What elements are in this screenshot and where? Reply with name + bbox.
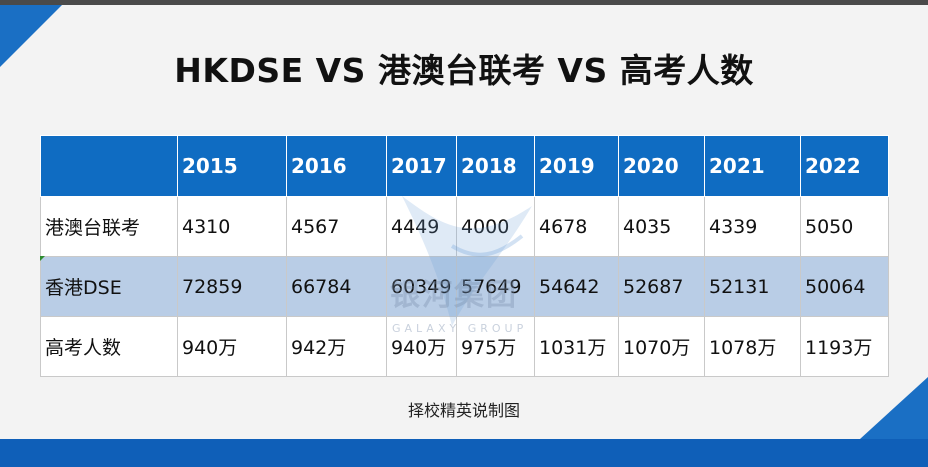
table-cell: 50064	[800, 256, 889, 317]
stats-table: 2015 2016 2017 2018 2019 2020 2021 2022 …	[40, 135, 889, 377]
table-cell: 940万	[177, 316, 287, 377]
table-cell: 66784	[286, 256, 387, 317]
table-row: 高考人数 940万 942万 940万 975万 1031万 1070万 107…	[40, 316, 889, 377]
header-cell: 2021	[704, 135, 801, 197]
table-cell: 4339	[704, 196, 801, 257]
header-cell: 2020	[618, 135, 705, 197]
header-cell: 2019	[534, 135, 619, 197]
table-cell: 1193万	[800, 316, 889, 377]
page-title: HKDSE VS 港澳台联考 VS 高考人数	[174, 51, 754, 90]
corner-decoration-bottom-right	[860, 377, 928, 439]
caption: 择校精英说制图	[407, 401, 520, 420]
table-cell: 4035	[618, 196, 705, 257]
table-row: 香港DSE 72859 66784 60349 57649 54642 5268…	[40, 256, 889, 317]
table-cell: 4310	[177, 196, 287, 257]
watermark-text: 银河集团	[390, 278, 518, 313]
table-cell: 1070万	[618, 316, 705, 377]
table-cell: 52131	[704, 256, 801, 317]
table-cell: 975万	[456, 316, 535, 377]
table-cell: 4678	[534, 196, 619, 257]
header-cell: 2018	[456, 135, 535, 197]
table-cell: 4000	[456, 196, 535, 257]
header-cell	[40, 135, 178, 197]
table-cell: 4449	[386, 196, 457, 257]
table-cell: 72859	[177, 256, 287, 317]
table-cell: 942万	[286, 316, 387, 377]
watermark-logo-icon	[402, 196, 532, 326]
header-cell: 2022	[800, 135, 889, 197]
table-row: 港澳台联考 4310 4567 4449 4000 4678 4035 4339…	[40, 196, 889, 257]
table-cell: 60349	[386, 256, 457, 317]
corner-decoration-top-left	[0, 5, 62, 67]
row-label: 高考人数	[40, 316, 178, 377]
row-label: 港澳台联考	[40, 196, 178, 257]
row-label: 香港DSE	[40, 256, 178, 317]
table-cell: 52687	[618, 256, 705, 317]
top-border	[0, 0, 928, 5]
cell-corner-marker	[40, 256, 45, 261]
table-header-row: 2015 2016 2017 2018 2019 2020 2021 2022	[40, 135, 889, 197]
bottom-border	[0, 439, 928, 467]
table-cell: 1031万	[534, 316, 619, 377]
table-cell: 1078万	[704, 316, 801, 377]
header-cell: 2016	[286, 135, 387, 197]
table-cell: 4567	[286, 196, 387, 257]
table-cell: 940万	[386, 316, 457, 377]
table-cell: 5050	[800, 196, 889, 257]
header-cell: 2015	[177, 135, 287, 197]
watermark-subtext: GALAXY GROUP	[392, 322, 528, 335]
